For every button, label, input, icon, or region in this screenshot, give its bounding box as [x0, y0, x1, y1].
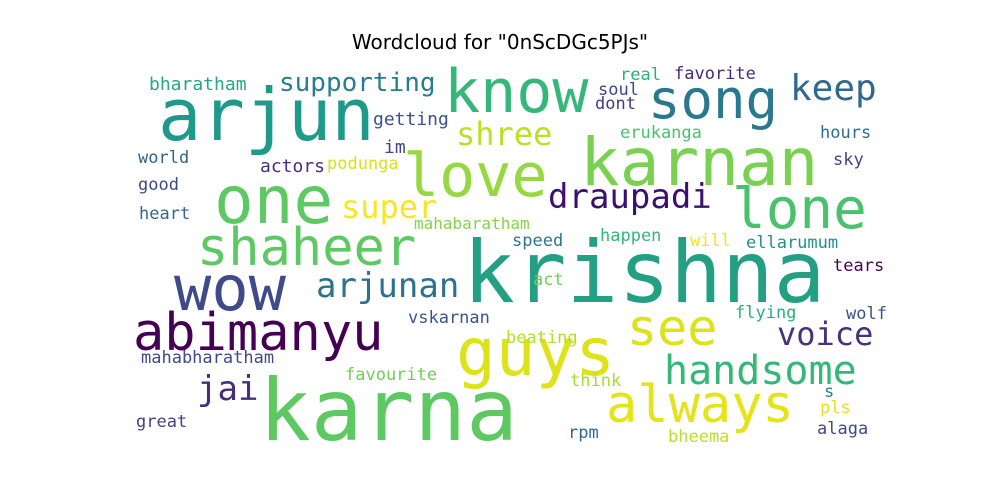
word-always: always: [606, 375, 794, 435]
word-voice: voice: [777, 315, 873, 353]
word-ellarumum: ellarumum: [746, 233, 838, 253]
chart-title: Wordcloud for "0nScDGc5PJs": [351, 30, 649, 54]
word-heart: heart: [139, 204, 190, 224]
word-actors: actors: [260, 156, 325, 177]
word-mahabaratham: mahabaratham: [414, 214, 530, 233]
word-bharatham: bharatham: [149, 74, 247, 95]
word-wow: wow: [174, 252, 287, 325]
word-s: s: [824, 382, 834, 402]
word-favourite: favourite: [345, 365, 437, 385]
word-vskarnan: vskarnan: [408, 308, 490, 328]
word-one: one: [214, 162, 333, 239]
word-podunga: podunga: [327, 154, 399, 174]
word-shaheer: shaheer: [197, 218, 416, 278]
word-keep: keep: [790, 68, 877, 109]
word-alaga: alaga: [817, 419, 868, 439]
word-shree: shree: [456, 115, 552, 153]
word-hours: hours: [820, 123, 871, 143]
word-erukanga: erukanga: [620, 123, 702, 143]
word-rpm: rpm: [568, 423, 599, 443]
word-act: act: [533, 270, 564, 290]
word-good: good: [138, 175, 179, 195]
word-getting: getting: [373, 109, 449, 130]
word-pls: pls: [820, 398, 851, 418]
word-flying: flying: [735, 303, 796, 323]
word-super: super: [341, 188, 437, 226]
word-happen: happen: [600, 226, 661, 246]
word-supporting: supporting: [279, 68, 436, 98]
word-world: world: [138, 148, 189, 168]
word-beating: beating: [506, 328, 578, 348]
word-favorite: favorite: [674, 64, 756, 84]
word-im: im: [384, 137, 406, 158]
word-karnan: karnan: [580, 124, 818, 201]
word-handsome: handsome: [664, 348, 857, 394]
word-think: think: [570, 371, 621, 391]
word-speed: speed: [512, 231, 563, 251]
word-song: song: [648, 68, 778, 131]
word-guys: guys: [456, 314, 615, 391]
word-arjun: arjun: [158, 73, 375, 157]
word-lone: lone: [732, 177, 867, 242]
word-dont: dont: [595, 94, 636, 114]
word-krishna: krishna: [463, 223, 825, 323]
word-soul: soul: [598, 80, 639, 100]
word-mahabharatham: mahabharatham: [141, 348, 274, 368]
word-jai: jai: [197, 369, 258, 409]
word-sky: sky: [833, 150, 864, 170]
word-draupadi: draupadi: [548, 177, 712, 217]
word-abimanyu: abimanyu: [133, 303, 383, 363]
word-will: will: [690, 231, 731, 251]
word-tears: tears: [833, 256, 884, 276]
word-arjunan: arjunan: [316, 266, 459, 306]
word-great: great: [136, 412, 187, 432]
word-real: real: [620, 65, 661, 85]
word-see: see: [627, 299, 717, 357]
word-bheema: bheema: [668, 427, 729, 447]
word-know: know: [444, 57, 589, 127]
word-wolf: wolf: [846, 304, 887, 324]
word-karna: karna: [259, 361, 518, 461]
word-love: love: [403, 141, 548, 211]
